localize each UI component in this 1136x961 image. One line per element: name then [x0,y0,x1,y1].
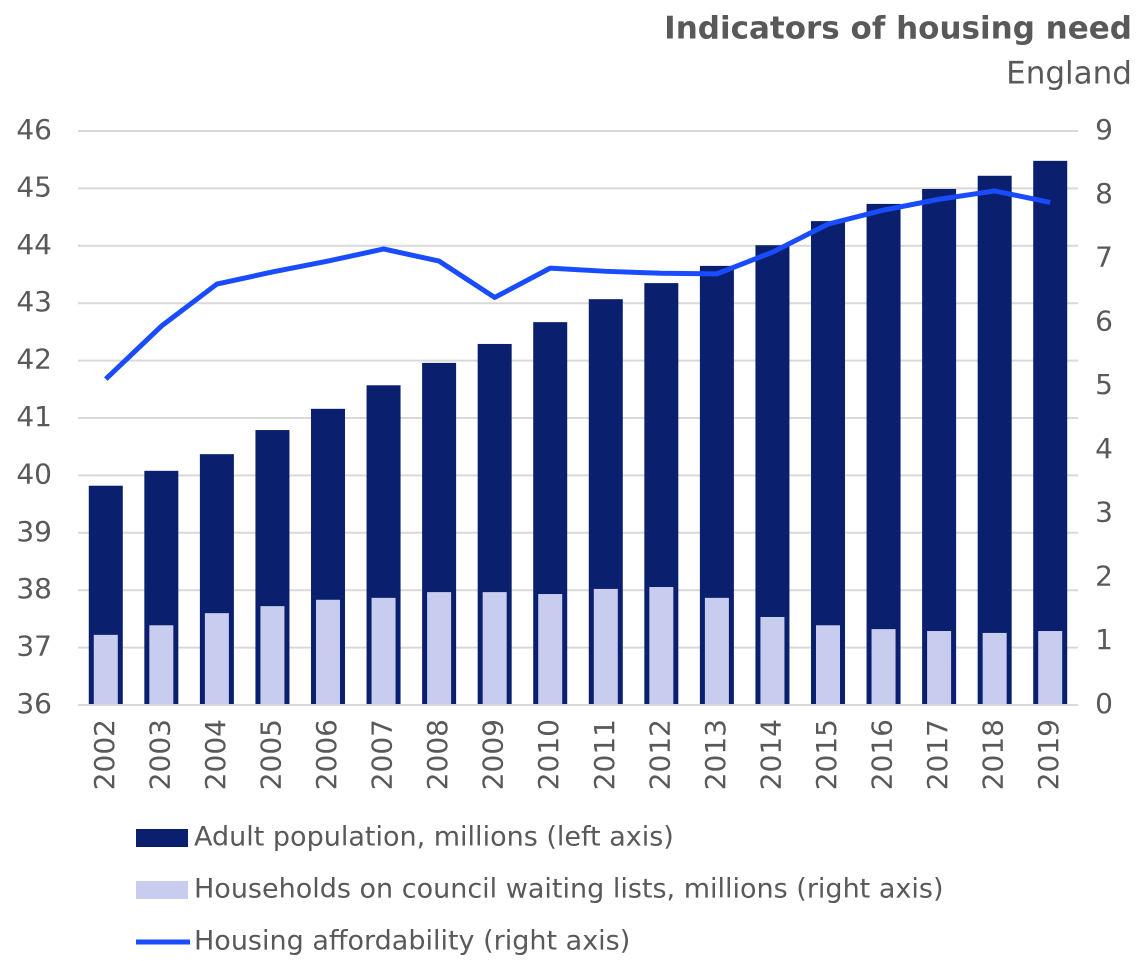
bar [1038,631,1063,705]
bar [866,203,901,705]
bar [982,632,1007,705]
chart-subtitle: England [1006,56,1132,92]
bar [977,175,1012,706]
y2-tick-label: 6 [1095,304,1113,337]
bar [649,587,674,705]
line [104,188,1051,381]
chart-title: Indicators of housing need [664,11,1132,47]
y-tick-label: 43 [16,285,52,318]
y2-tick-label: 2 [1095,559,1113,592]
bar [149,625,174,705]
legend-label: Households on council waiting lists, mil… [194,874,943,905]
legend-swatch [136,829,188,847]
y-tick-label: 38 [16,572,52,605]
x-tick-label: 2016 [866,719,899,790]
y-tick-label: 44 [16,228,52,261]
x-tick-label: 2004 [199,719,232,790]
y-tick-label: 42 [16,343,52,376]
x-tick-label: 2019 [1032,719,1065,790]
bar [816,625,840,705]
y2-tick-label: 4 [1095,432,1113,465]
y-tick-label: 37 [16,630,52,663]
bar [371,597,396,705]
y2-tick-label: 0 [1095,687,1113,720]
y-tick-label: 41 [16,400,52,433]
bar [204,613,229,705]
x-tick-label: 2009 [477,719,510,790]
bar [871,629,896,705]
y2-tick-label: 1 [1095,623,1113,656]
bar [922,188,957,705]
y-tick-label: 39 [16,515,52,548]
x-tick-label: 2013 [699,719,732,790]
x-tick-label: 2011 [588,719,621,790]
x-tick-label: 2005 [254,719,287,790]
x-tick-label: 2012 [643,719,676,790]
bar [538,594,563,705]
x-tick-label: 2014 [754,719,787,790]
legend-label: Housing affordability (right axis) [194,926,630,957]
bar [760,616,785,705]
x-tick-label: 2015 [810,719,843,790]
bar [593,588,618,705]
y2-tick-label: 5 [1095,368,1113,401]
bar [1033,160,1068,705]
bar [927,631,952,705]
bar [260,606,285,705]
y-tick-label: 40 [16,457,52,490]
x-tick-label: 2010 [532,719,565,790]
legend-label: Adult population, millions (left axis) [194,822,674,853]
y-tick-label: 46 [16,113,52,146]
bar [704,597,729,705]
x-tick-label: 2008 [421,719,454,790]
y-tick-label: 45 [16,170,52,203]
x-tick-label: 2002 [88,719,121,790]
x-tick-label: 2018 [977,719,1010,790]
x-tick-label: 2017 [921,719,954,790]
bar [316,599,340,705]
bar [93,634,118,705]
bar [427,592,452,705]
x-tick-label: 2003 [143,719,176,790]
y2-tick-label: 3 [1095,496,1113,529]
y2-tick-label: 8 [1095,177,1113,210]
x-tick-label: 2006 [310,719,343,790]
bar [811,221,845,706]
y-tick-label: 36 [16,687,52,720]
bar [482,592,507,705]
y2-tick-label: 7 [1095,241,1113,274]
legend-swatch [136,881,188,899]
y2-tick-label: 9 [1095,113,1113,146]
x-tick-label: 2007 [366,719,399,790]
